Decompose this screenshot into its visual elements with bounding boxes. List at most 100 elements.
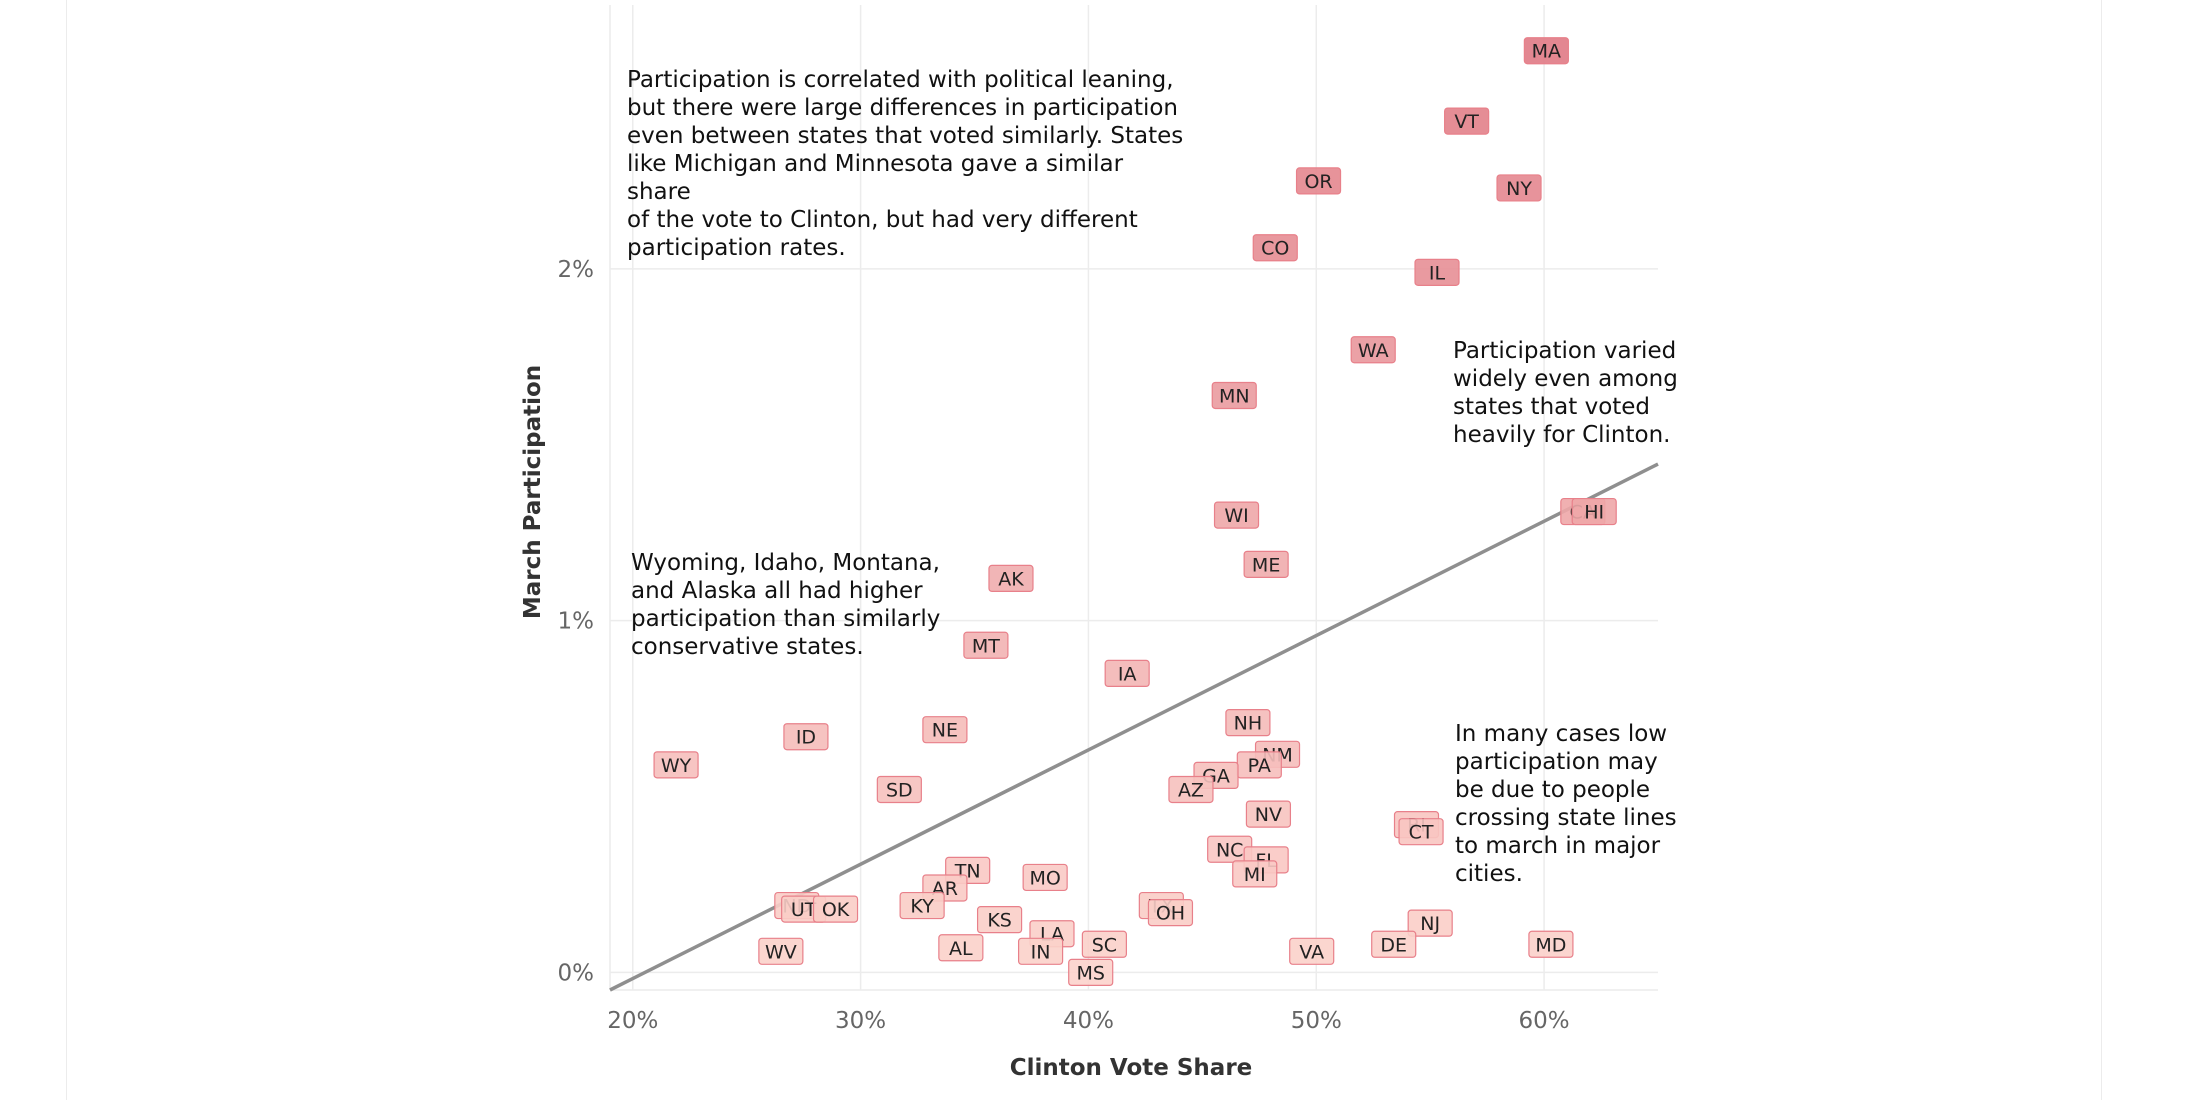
- state-point-de: DE: [1371, 930, 1417, 958]
- state-point-me: ME: [1243, 550, 1289, 578]
- state-point-ky: KY: [899, 891, 945, 920]
- state-label: MO: [1029, 867, 1060, 889]
- state-point-ok: OK: [812, 895, 859, 923]
- state-point-co: CO: [1252, 234, 1298, 262]
- state-point-wv: WV: [758, 937, 804, 965]
- grid-lines: [609, 5, 1658, 991]
- state-label: AL: [949, 938, 973, 960]
- state-label: NV: [1255, 804, 1282, 826]
- x-tick-label: 40%: [1063, 1008, 1114, 1034]
- state-point-vt: VT: [1444, 107, 1490, 135]
- x-tick-label: 30%: [835, 1008, 886, 1034]
- state-point-ms: MS: [1068, 958, 1114, 987]
- state-point-sd: SD: [876, 775, 922, 804]
- x-tick-label: 50%: [1291, 1008, 1342, 1034]
- state-shape: [976, 906, 1023, 934]
- state-point-mo: MO: [1022, 863, 1068, 892]
- state-point-ia: IA: [1104, 659, 1150, 687]
- state-shape: [1444, 107, 1490, 135]
- state-shape: [1252, 234, 1298, 262]
- dashboard-frame: [66, 0, 2102, 1100]
- state-shape: [1571, 497, 1617, 526]
- state-shape: [876, 775, 922, 804]
- state-point-az: AZ: [1168, 775, 1214, 804]
- state-shape: [1022, 863, 1068, 892]
- x-tick-label: 20%: [607, 1008, 658, 1034]
- state-shape: [1147, 899, 1194, 927]
- state-shape: [1528, 930, 1574, 958]
- state-label: HI: [1584, 502, 1604, 524]
- x-tick-label: 60%: [1519, 1008, 1570, 1034]
- state-shape: [1289, 937, 1335, 965]
- state-point-nv: NV: [1245, 800, 1292, 828]
- state-label: WI: [1224, 505, 1248, 527]
- state-point-mi: MI: [1232, 860, 1278, 888]
- state-shape: [899, 891, 945, 920]
- state-point-md: MD: [1528, 930, 1574, 958]
- state-point-al: AL: [938, 934, 984, 962]
- state-shape: [758, 937, 804, 965]
- y-tick-label: 0%: [558, 960, 595, 986]
- state-label: SD: [886, 779, 913, 801]
- state-point-ny: NY: [1496, 174, 1542, 202]
- state-label: IA: [1118, 663, 1137, 685]
- state-label: AK: [998, 568, 1024, 590]
- state-shape: [938, 934, 984, 962]
- state-label: MT: [972, 635, 1000, 657]
- state-label: SC: [1092, 934, 1117, 956]
- state-shape: [1523, 37, 1569, 65]
- state-point-wi: WI: [1213, 501, 1260, 529]
- state-label: OR: [1304, 171, 1332, 193]
- state-label: KS: [987, 910, 1012, 932]
- state-label: MN: [1219, 385, 1250, 407]
- state-point-ks: KS: [976, 906, 1023, 934]
- state-shape: [1496, 174, 1542, 202]
- state-shape: [1350, 336, 1396, 364]
- state-label: WV: [765, 941, 797, 963]
- state-label: MA: [1532, 41, 1561, 63]
- state-label: ME: [1252, 554, 1280, 576]
- state-label: OK: [822, 899, 850, 921]
- state-shape: [1398, 818, 1444, 846]
- state-shape: [1414, 258, 1460, 286]
- state-label: MD: [1535, 934, 1566, 956]
- y-tick-label: 2%: [558, 257, 595, 283]
- annotation-conservative-states: Wyoming, Idaho, Montana, and Alaska all …: [631, 550, 941, 660]
- state-label: OH: [1156, 903, 1185, 925]
- y-axis-ticks: 0% 1% 2%: [558, 257, 595, 987]
- annotation-correlation: Participation is correlated with politic…: [627, 67, 1184, 261]
- state-point-mt: MT: [963, 631, 1009, 659]
- state-point-ak: AK: [988, 564, 1034, 593]
- state-shape: [963, 631, 1009, 659]
- state-label: IL: [1429, 262, 1446, 284]
- state-shape: [1295, 167, 1342, 195]
- annotation-state-lines: In many cases low participation may be d…: [1455, 721, 1677, 887]
- state-shape: [783, 723, 829, 751]
- state-points: MAVTORNYCOILWAMNCAHIWIMEAKMTIANHIDNENMPA…: [653, 37, 1617, 987]
- state-point-nj: NJ: [1407, 909, 1453, 937]
- state-label: WY: [661, 755, 692, 777]
- state-shape: [653, 751, 699, 779]
- annotation-clinton-states: Participation varied widely even among s…: [1453, 338, 1678, 448]
- state-point-il: IL: [1414, 258, 1460, 286]
- state-label: VT: [1454, 111, 1479, 133]
- state-label: ID: [796, 727, 816, 749]
- state-label: CO: [1261, 238, 1289, 260]
- state-label: MS: [1076, 962, 1104, 984]
- state-point-sc: SC: [1081, 930, 1127, 958]
- state-point-va: VA: [1289, 937, 1335, 965]
- state-point-ne: NE: [922, 716, 968, 744]
- state-shape: [1225, 709, 1271, 737]
- state-label: NC: [1216, 839, 1243, 861]
- y-tick-label: 1%: [558, 609, 595, 635]
- state-shape: [1017, 937, 1064, 965]
- state-label: IN: [1031, 941, 1051, 963]
- state-shape: [1168, 775, 1214, 804]
- state-point-oh: OH: [1147, 899, 1194, 927]
- state-label: NE: [932, 720, 958, 742]
- state-point-nc: NC: [1207, 835, 1253, 863]
- state-point-pa: PA: [1236, 751, 1282, 779]
- state-point-ct: CT: [1398, 818, 1444, 846]
- state-label: DE: [1380, 934, 1407, 956]
